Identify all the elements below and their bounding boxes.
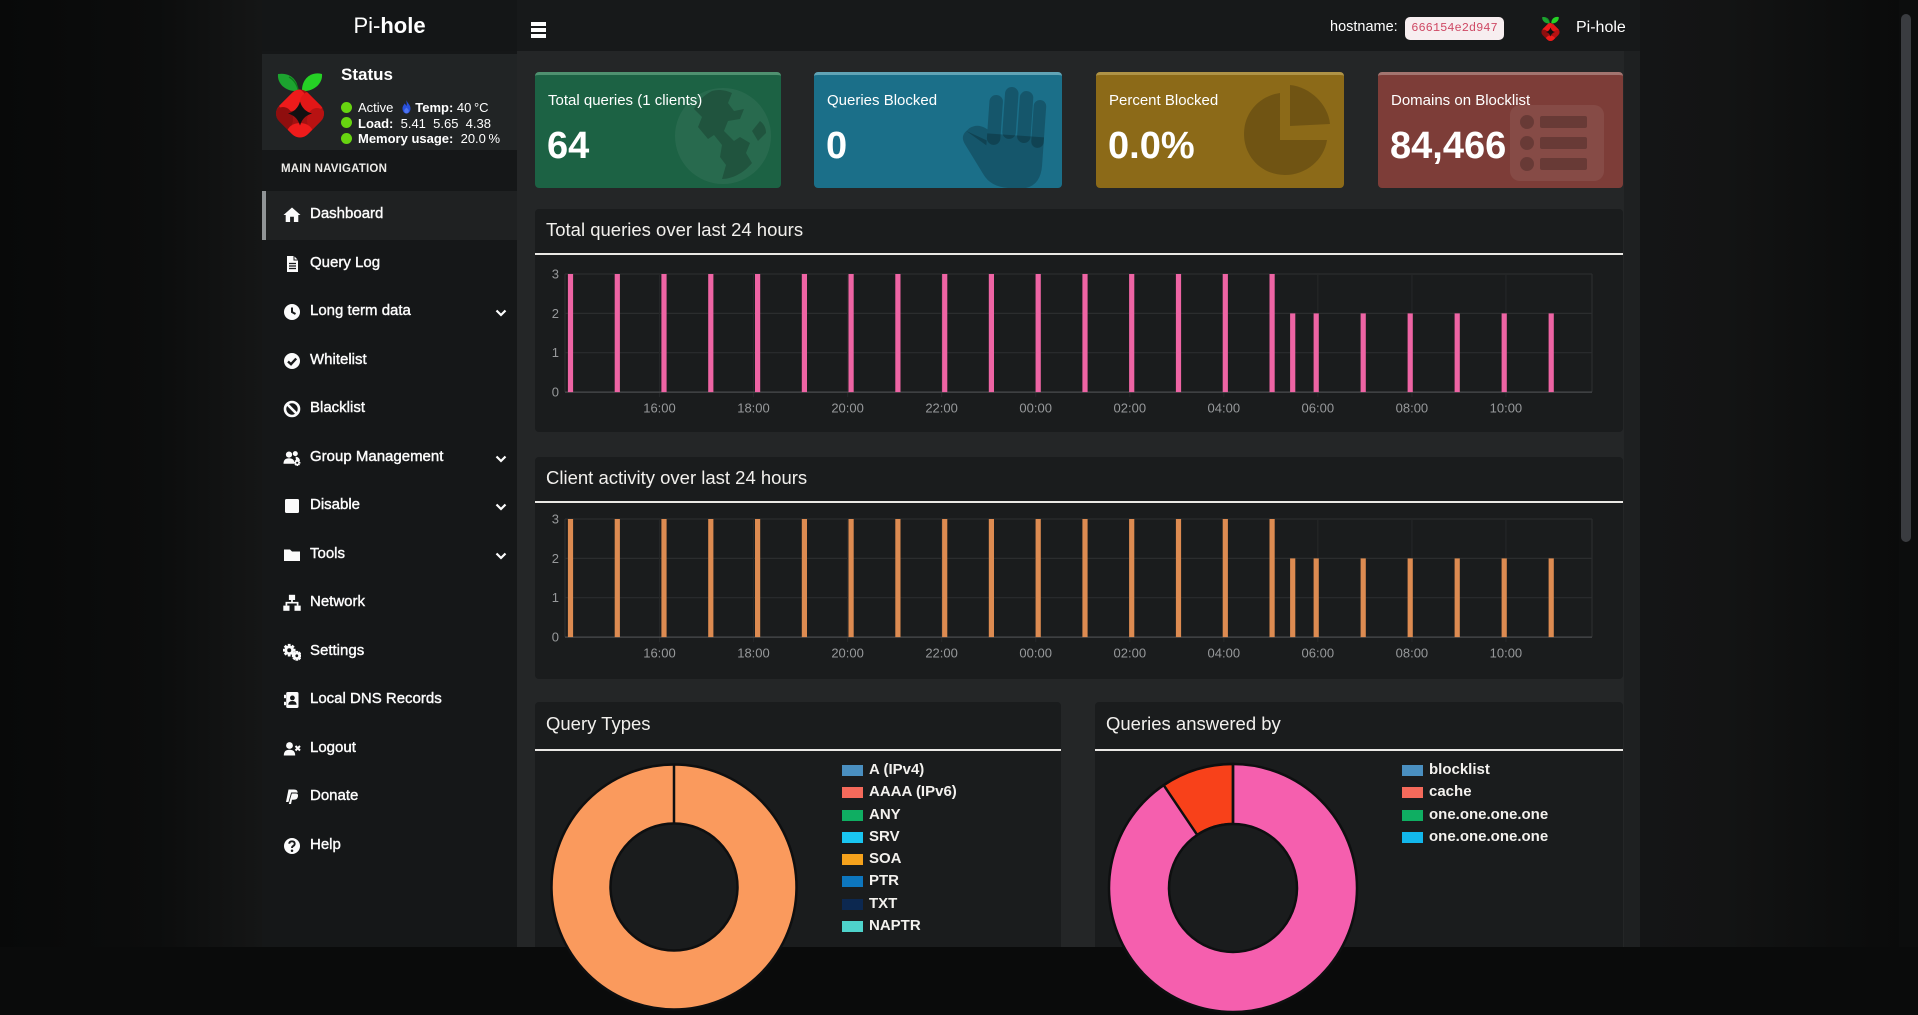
svg-text:20:00: 20:00 (831, 401, 864, 416)
svg-text:06:00: 06:00 (1302, 401, 1335, 416)
svg-text:00:00: 00:00 (1019, 646, 1052, 661)
svg-text:22:00: 22:00 (925, 401, 958, 416)
svg-text:04:00: 04:00 (1208, 646, 1241, 661)
svg-text:1: 1 (552, 590, 559, 605)
svg-text:16:00: 16:00 (643, 401, 676, 416)
svg-text:08:00: 08:00 (1396, 401, 1429, 416)
svg-text:04:00: 04:00 (1208, 401, 1241, 416)
svg-text:1: 1 (552, 345, 559, 360)
svg-text:18:00: 18:00 (737, 401, 770, 416)
svg-text:2: 2 (552, 551, 559, 566)
svg-text:16:00: 16:00 (643, 646, 676, 661)
svg-text:0: 0 (552, 385, 559, 400)
svg-text:02:00: 02:00 (1114, 401, 1147, 416)
svg-text:02:00: 02:00 (1114, 646, 1147, 661)
svg-text:2: 2 (552, 306, 559, 321)
svg-text:10:00: 10:00 (1490, 401, 1523, 416)
svg-text:3: 3 (552, 267, 559, 282)
svg-text:22:00: 22:00 (925, 646, 958, 661)
svg-text:08:00: 08:00 (1396, 646, 1429, 661)
svg-text:3: 3 (552, 512, 559, 527)
svg-text:10:00: 10:00 (1490, 646, 1523, 661)
svg-text:0: 0 (552, 630, 559, 645)
svg-text:18:00: 18:00 (737, 646, 770, 661)
svg-text:06:00: 06:00 (1302, 646, 1335, 661)
svg-text:00:00: 00:00 (1019, 401, 1052, 416)
svg-text:20:00: 20:00 (831, 646, 864, 661)
